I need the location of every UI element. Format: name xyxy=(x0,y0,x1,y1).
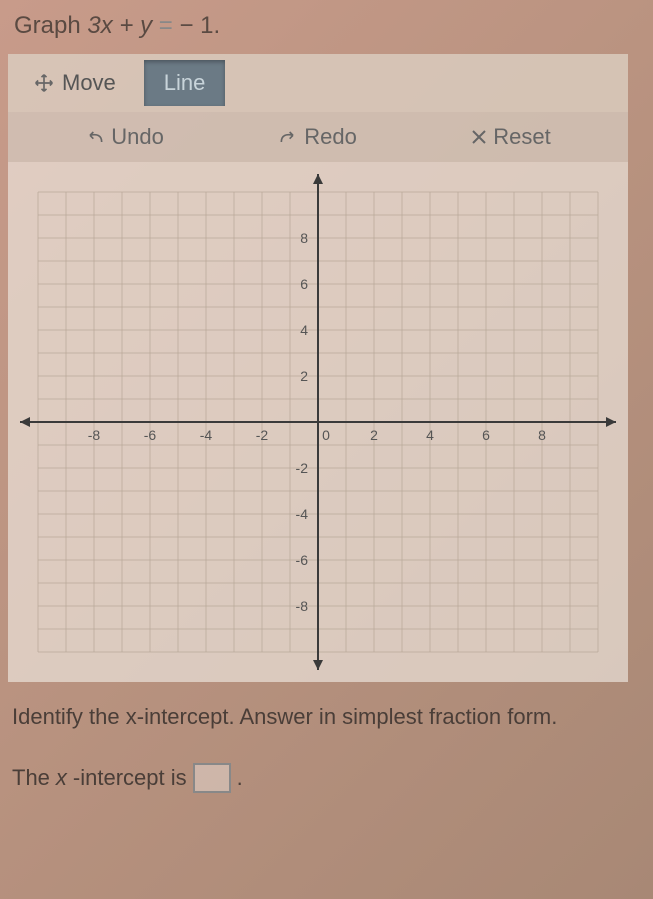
svg-text:8: 8 xyxy=(300,230,308,246)
svg-text:-6: -6 xyxy=(144,427,157,443)
answer-mid: -intercept is xyxy=(73,765,187,791)
equation-eq: = xyxy=(152,12,179,39)
svg-text:-8: -8 xyxy=(88,427,101,443)
prompt-suffix: . xyxy=(213,12,220,39)
move-icon xyxy=(34,73,54,93)
answer-prefix: The xyxy=(12,765,50,791)
svg-text:-4: -4 xyxy=(296,506,309,522)
equation-rhs: − 1 xyxy=(179,12,213,39)
tool-row-primary: Move Line xyxy=(8,54,628,112)
svg-text:2: 2 xyxy=(300,368,308,384)
svg-text:2: 2 xyxy=(370,427,378,443)
svg-text:6: 6 xyxy=(300,276,308,292)
svg-text:6: 6 xyxy=(482,427,490,443)
answer-line: The x -intercept is . xyxy=(12,763,645,793)
equation-lhs: 3x + y xyxy=(87,12,152,39)
answer-suffix: . xyxy=(237,765,243,791)
svg-text:-8: -8 xyxy=(296,598,309,614)
redo-icon xyxy=(278,129,298,145)
redo-label: Redo xyxy=(304,124,357,150)
svg-text:0: 0 xyxy=(322,427,330,443)
coordinate-grid[interactable]: -8 -6 -4 -2 0 2 4 6 8 2 4 6 8 -2 -4 -6 -8 xyxy=(8,162,628,682)
reset-label: Reset xyxy=(493,124,550,150)
answer-var: x xyxy=(56,765,67,791)
svg-text:-6: -6 xyxy=(296,552,309,568)
undo-button[interactable]: Undo xyxy=(85,124,164,150)
grid-svg: -8 -6 -4 -2 0 2 4 6 8 2 4 6 8 -2 -4 -6 -8 xyxy=(8,162,628,682)
move-label: Move xyxy=(62,70,116,96)
undo-icon xyxy=(85,129,105,145)
problem-prompt: Graph 3x + y = − 1. xyxy=(8,12,645,40)
svg-text:4: 4 xyxy=(426,427,434,443)
undo-label: Undo xyxy=(111,124,164,150)
line-tool-button[interactable]: Line xyxy=(144,60,226,106)
reset-button[interactable]: Reset xyxy=(471,124,550,150)
svg-text:-4: -4 xyxy=(200,427,213,443)
svg-text:-2: -2 xyxy=(296,460,309,476)
reset-icon xyxy=(471,129,487,145)
tool-row-actions: Undo Redo Reset xyxy=(8,112,628,162)
line-label: Line xyxy=(164,70,206,96)
svg-text:4: 4 xyxy=(300,322,308,338)
svg-text:-2: -2 xyxy=(256,427,269,443)
tool-panel: Move Line Undo Redo Reset -8 -6 -4 -2 0 2 4 6 8 2… xyxy=(8,54,628,682)
svg-text:8: 8 xyxy=(538,427,546,443)
answer-input[interactable] xyxy=(193,763,231,793)
redo-button[interactable]: Redo xyxy=(278,124,357,150)
move-tool-button[interactable]: Move xyxy=(14,60,136,106)
question-text: Identify the x-intercept. Answer in simp… xyxy=(12,702,641,733)
prompt-prefix: Graph xyxy=(14,12,87,39)
